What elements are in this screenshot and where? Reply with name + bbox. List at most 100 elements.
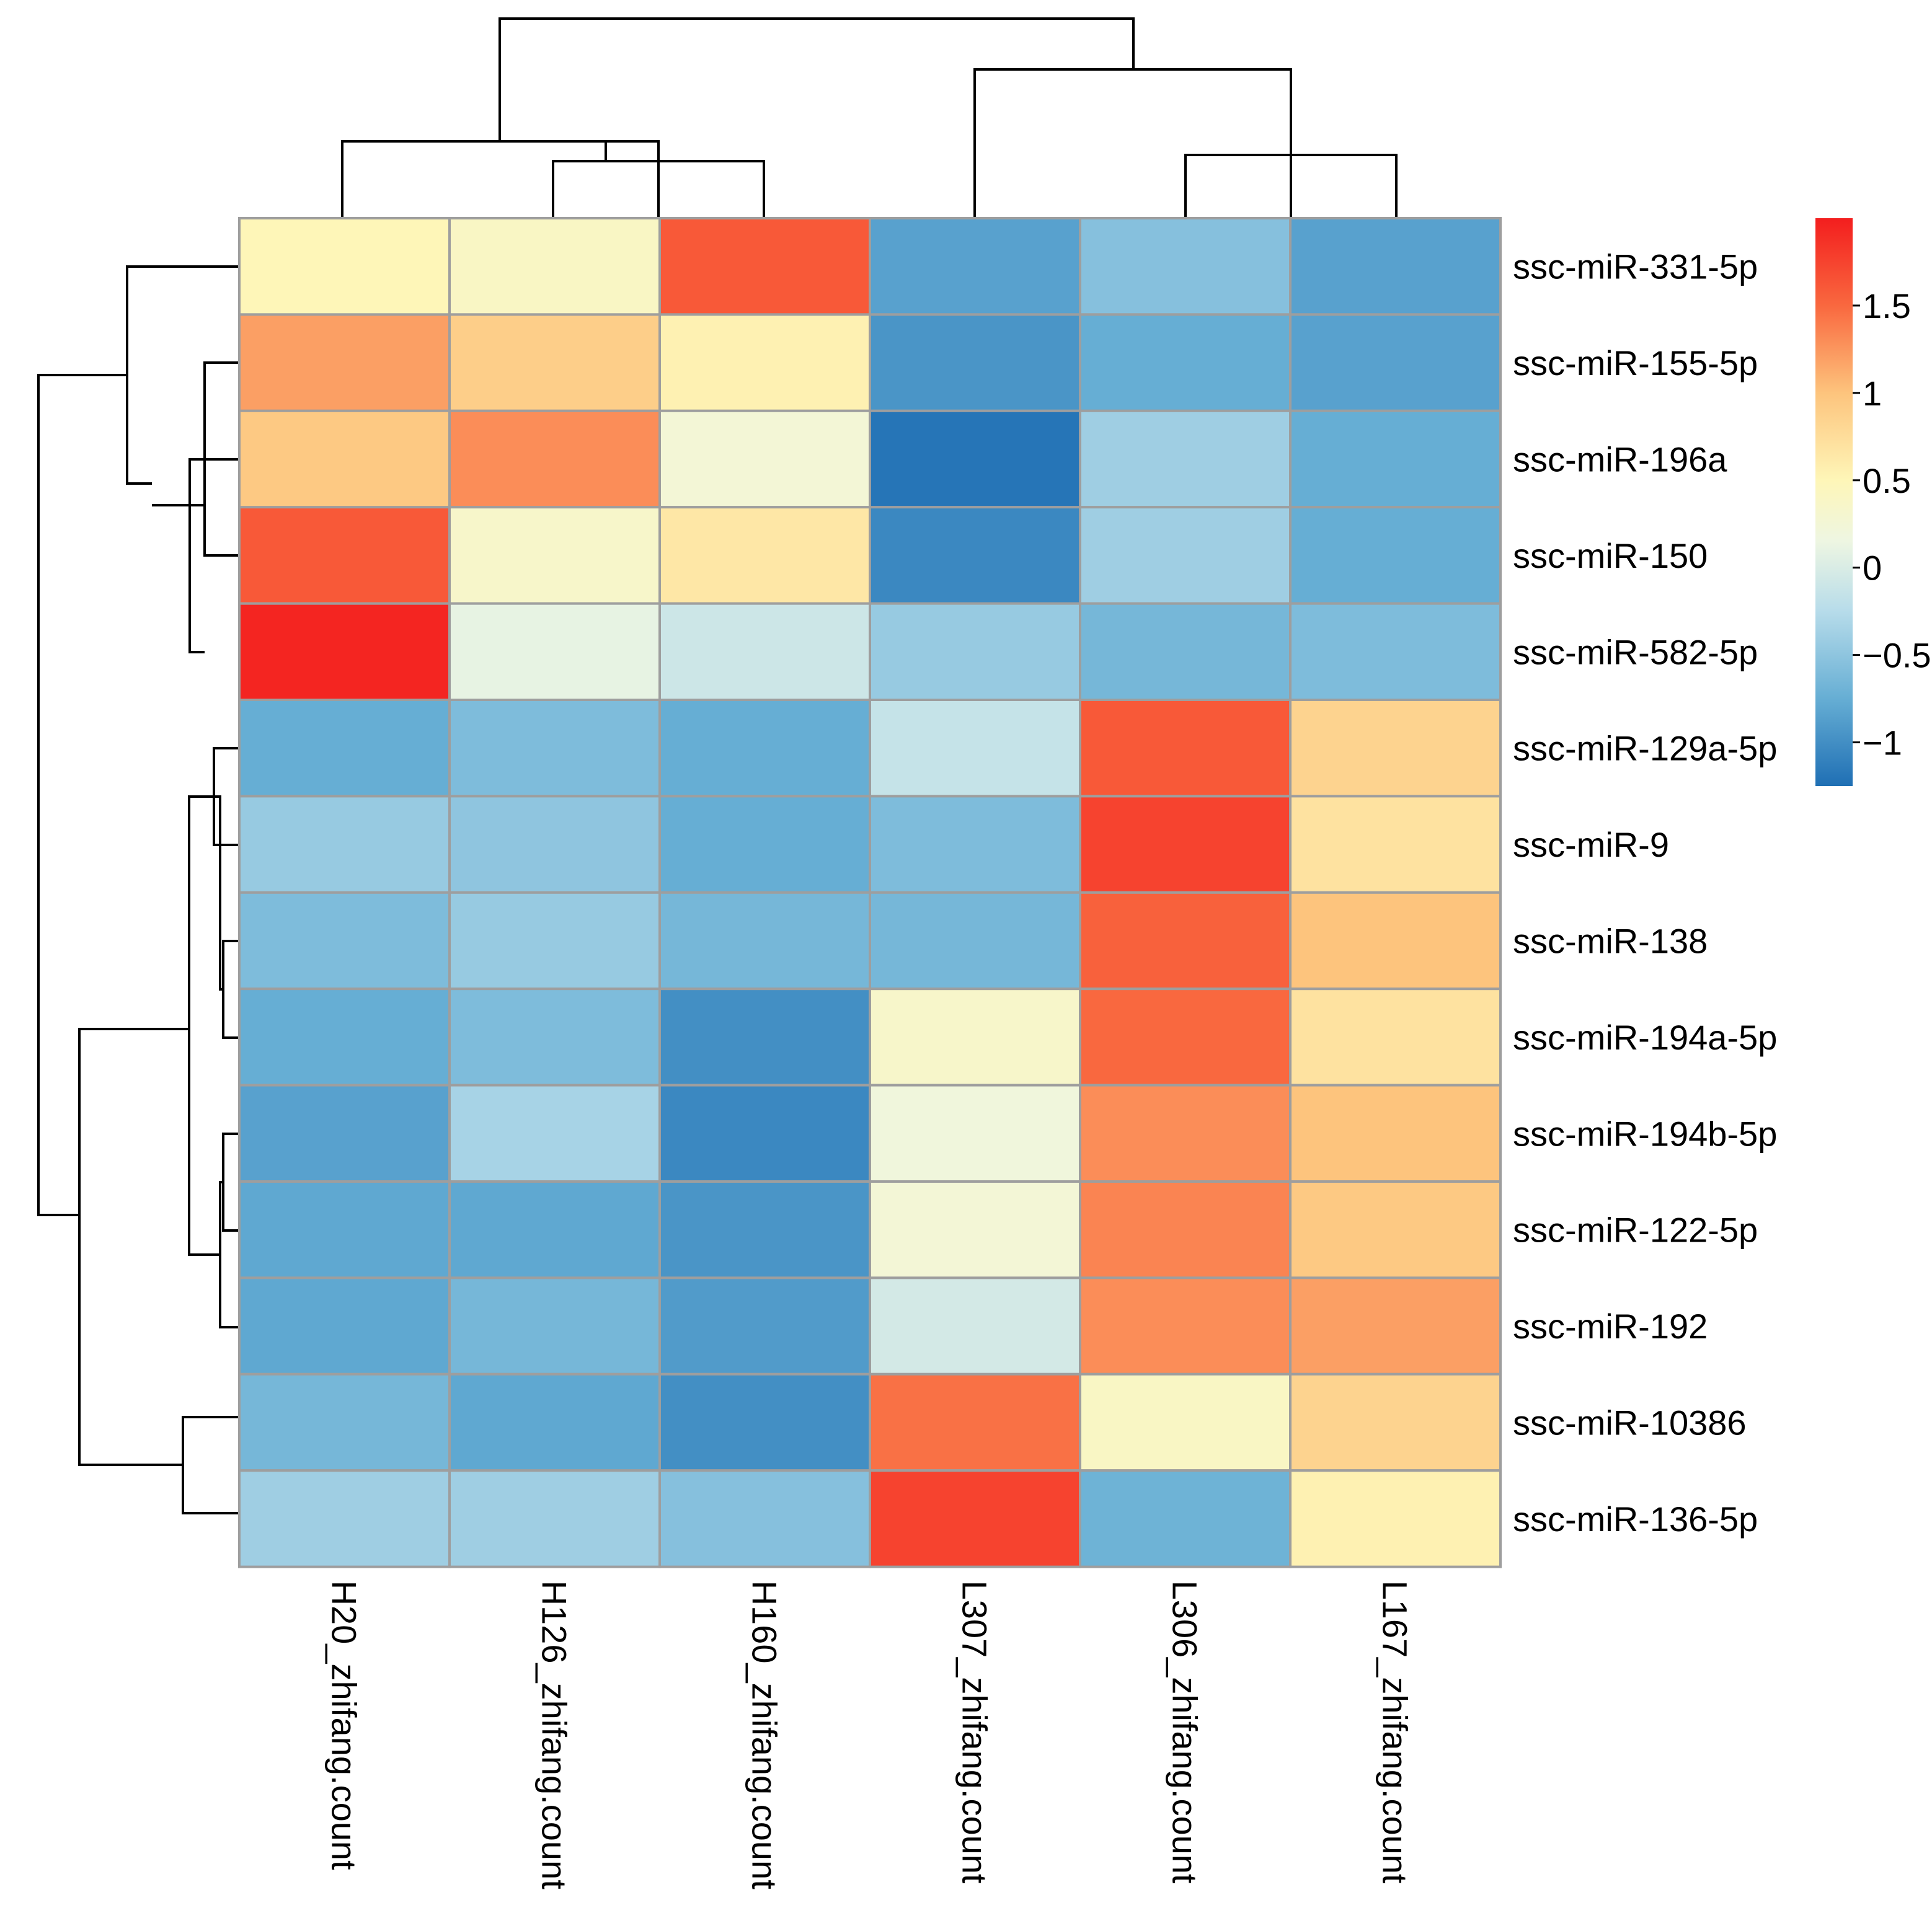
heatmap-cell bbox=[238, 217, 451, 316]
heatmap-cell bbox=[869, 602, 1081, 701]
legend-tick-label: 1 bbox=[1863, 374, 1882, 413]
heatmap-cell bbox=[448, 409, 661, 509]
row-label: ssc-miR-150 bbox=[1513, 536, 1708, 575]
heatmap-cell bbox=[238, 602, 451, 701]
heatmap-cell bbox=[1079, 987, 1292, 1087]
heatmap-cell bbox=[1079, 699, 1292, 798]
row-labels: ssc-miR-331-5p ssc-miR-155-5p ssc-miR-196a… bbox=[1513, 247, 1777, 1539]
heatmap-cell bbox=[869, 1372, 1081, 1472]
heatmap-cell bbox=[658, 1372, 871, 1472]
dendrogram-branch bbox=[341, 140, 660, 218]
heatmap-cell bbox=[1289, 891, 1502, 991]
heatmap-cell bbox=[869, 506, 1081, 605]
heatmap-cell bbox=[1079, 506, 1292, 605]
heatmap-cell bbox=[1289, 1084, 1502, 1183]
heatmap-cell bbox=[448, 602, 661, 701]
dendrogram-branch bbox=[1184, 154, 1398, 218]
heatmap-cell bbox=[658, 602, 871, 701]
dendrogram-branch bbox=[552, 160, 765, 218]
heatmap-cell bbox=[869, 891, 1081, 991]
heatmap-cell bbox=[658, 313, 871, 412]
heatmap-cell bbox=[1289, 699, 1502, 798]
heatmap-cell bbox=[658, 506, 871, 605]
heatmap-cell bbox=[238, 1180, 451, 1279]
heatmap-cell bbox=[869, 1084, 1081, 1183]
legend-tick-label: −1 bbox=[1863, 723, 1902, 762]
heatmap-cell bbox=[658, 217, 871, 316]
heatmap-cell bbox=[238, 1276, 451, 1376]
dendrogram-branch bbox=[37, 374, 127, 1216]
heatmap-cell bbox=[1079, 1372, 1292, 1472]
heatmap-cell bbox=[869, 1276, 1081, 1376]
heatmap-cell bbox=[1289, 1276, 1502, 1376]
heatmap-cell bbox=[658, 409, 871, 509]
heatmap-cell bbox=[658, 891, 871, 991]
heatmap-cell bbox=[238, 795, 451, 894]
heatmap-cell bbox=[658, 1469, 871, 1568]
heatmap-cell bbox=[1079, 409, 1292, 509]
row-label: ssc-miR-196a bbox=[1513, 440, 1727, 479]
legend-color-bar bbox=[1815, 218, 1853, 786]
dendrogram-branch bbox=[499, 17, 1135, 141]
dendrogram-branch bbox=[188, 795, 220, 1256]
dendrogram-branch bbox=[182, 1416, 239, 1514]
heatmap-cell bbox=[1289, 409, 1502, 509]
heatmap-cell bbox=[238, 987, 451, 1087]
heatmap-cell bbox=[238, 409, 451, 509]
heatmap-cell bbox=[869, 409, 1081, 509]
heatmap-cell bbox=[1289, 987, 1502, 1087]
heatmap-cell bbox=[448, 1469, 661, 1568]
heatmap-cell bbox=[658, 1276, 871, 1376]
heatmap-cell bbox=[448, 506, 661, 605]
heatmap-cell bbox=[448, 1180, 661, 1279]
heatmap-cell bbox=[1079, 602, 1292, 701]
heatmap-cell bbox=[658, 1084, 871, 1183]
heatmap-cell bbox=[238, 699, 451, 798]
heatmap-cell bbox=[1079, 795, 1292, 894]
heatmap-cell bbox=[1079, 891, 1292, 991]
heatmap-cell bbox=[238, 1084, 451, 1183]
heatmap-cell bbox=[448, 1084, 661, 1183]
column-label: L167_zhifang.count bbox=[1376, 1581, 1415, 1884]
heatmap-cell bbox=[1079, 1469, 1292, 1568]
row-label: ssc-miR-155-5p bbox=[1513, 343, 1758, 382]
legend-tick-label: 1.5 bbox=[1863, 286, 1911, 325]
row-label: ssc-miR-582-5p bbox=[1513, 632, 1758, 671]
dendrogram-branch bbox=[222, 940, 239, 1039]
heatmap-cell bbox=[1079, 217, 1292, 316]
heatmap-cell bbox=[238, 1372, 451, 1472]
heatmap-cell bbox=[658, 795, 871, 894]
heatmap-cell bbox=[869, 1180, 1081, 1279]
column-label: L306_zhifang.count bbox=[1166, 1581, 1205, 1884]
row-label: ssc-miR-136-5p bbox=[1513, 1500, 1758, 1539]
row-label: ssc-miR-138 bbox=[1513, 922, 1708, 961]
heatmap-cell bbox=[448, 1276, 661, 1376]
color-legend: 1.5 1 0.5 0 −0.5 −1 bbox=[1815, 218, 1931, 786]
heatmap-cell bbox=[1289, 1372, 1502, 1472]
heatmap-cell bbox=[1289, 313, 1502, 412]
heatmap-cell bbox=[869, 1469, 1081, 1568]
heatmap-cell bbox=[658, 1180, 871, 1279]
heatmap-cell bbox=[1289, 795, 1502, 894]
dendrogram-branch bbox=[222, 1133, 239, 1232]
row-label: ssc-miR-331-5p bbox=[1513, 247, 1758, 286]
column-label: L307_zhifang.count bbox=[955, 1581, 995, 1884]
dendrogram-branch bbox=[188, 458, 239, 653]
heatmap-cell bbox=[869, 987, 1081, 1087]
heatmap-cell bbox=[869, 217, 1081, 316]
heatmap-cell bbox=[448, 987, 661, 1087]
row-label: ssc-miR-194a-5p bbox=[1513, 1018, 1777, 1057]
column-label: H160_zhifang.count bbox=[745, 1581, 784, 1890]
heatmap-cells bbox=[238, 217, 1502, 1568]
heatmap-cell bbox=[1289, 602, 1502, 701]
dendrogram-branch bbox=[214, 795, 223, 991]
heatmap-cell bbox=[448, 891, 661, 991]
heatmap-cell bbox=[448, 313, 661, 412]
heatmap-cell bbox=[1289, 506, 1502, 605]
legend-tick-label: −0.5 bbox=[1863, 636, 1931, 675]
heatmap-cell bbox=[658, 699, 871, 798]
heatmap-cell bbox=[869, 795, 1081, 894]
heatmap-cell bbox=[869, 313, 1081, 412]
dendrogram-branch bbox=[973, 68, 1292, 218]
